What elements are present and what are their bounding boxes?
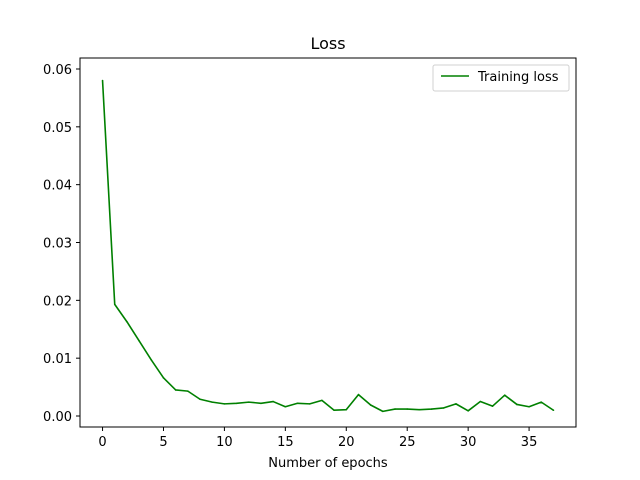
x-tick-label: 25 — [399, 435, 416, 450]
plot-background — [80, 58, 576, 427]
data-point — [308, 403, 311, 405]
x-axis-ticks: 0 5 10 15 20 25 30 35 — [98, 427, 537, 450]
data-point — [260, 402, 262, 405]
data-point — [247, 401, 250, 403]
x-tick-label: 30 — [460, 435, 477, 450]
data-point — [357, 393, 360, 396]
data-point — [235, 402, 238, 405]
x-axis-label: Number of epochs — [268, 456, 388, 471]
x-tick-label: 15 — [277, 435, 294, 450]
data-point — [321, 399, 323, 402]
data-point — [442, 407, 445, 409]
data-point — [138, 340, 140, 342]
x-tick-label: 0 — [98, 435, 106, 450]
data-point — [394, 408, 396, 410]
data-point — [418, 408, 421, 411]
data-point — [455, 403, 457, 405]
y-tick-label: 0.05 — [43, 121, 72, 136]
x-tick-label: 5 — [159, 435, 167, 450]
data-point — [150, 359, 153, 361]
data-point — [211, 401, 214, 403]
y-tick-label: 0.04 — [43, 179, 72, 194]
legend-label: Training loss — [477, 70, 559, 85]
data-point — [406, 408, 409, 410]
data-point — [284, 405, 287, 408]
legend-box — [432, 64, 570, 92]
data-point — [479, 400, 482, 403]
data-point — [113, 303, 116, 306]
x-tick-label: 35 — [521, 435, 538, 450]
data-point — [552, 409, 555, 412]
training-loss-line — [101, 80, 554, 413]
data-point — [382, 410, 384, 413]
data-point — [516, 403, 518, 406]
y-axis-ticks: 0.00 0.01 0.02 0.03 0.04 0.05 0.06 — [43, 63, 80, 425]
data-point — [101, 79, 104, 82]
data-point — [540, 401, 543, 403]
plot-area — [101, 79, 555, 413]
data-point — [503, 394, 506, 396]
data-point — [187, 390, 189, 392]
data-point — [528, 405, 530, 408]
data-point — [174, 389, 177, 391]
x-tick-label: 20 — [338, 435, 355, 450]
y-tick-label: 0.01 — [43, 352, 72, 367]
data-point — [199, 398, 201, 401]
y-tick-label: 0.00 — [43, 410, 72, 425]
data-point — [345, 408, 348, 411]
data-point — [162, 377, 165, 379]
data-point — [126, 320, 128, 323]
legend: Training loss — [432, 64, 570, 92]
training-loss-points — [101, 79, 555, 413]
x-tick-label: 10 — [216, 435, 233, 450]
data-point — [333, 409, 335, 412]
data-point — [430, 408, 433, 410]
data-point — [223, 403, 226, 405]
data-point — [369, 404, 372, 406]
data-point — [272, 400, 274, 403]
y-tick-label: 0.06 — [43, 63, 72, 78]
chart-title: Loss — [310, 34, 345, 53]
data-point — [467, 410, 469, 412]
data-point — [296, 402, 299, 405]
y-tick-label: 0.03 — [43, 237, 72, 252]
data-point — [491, 405, 494, 407]
y-tick-label: 0.02 — [43, 294, 72, 309]
